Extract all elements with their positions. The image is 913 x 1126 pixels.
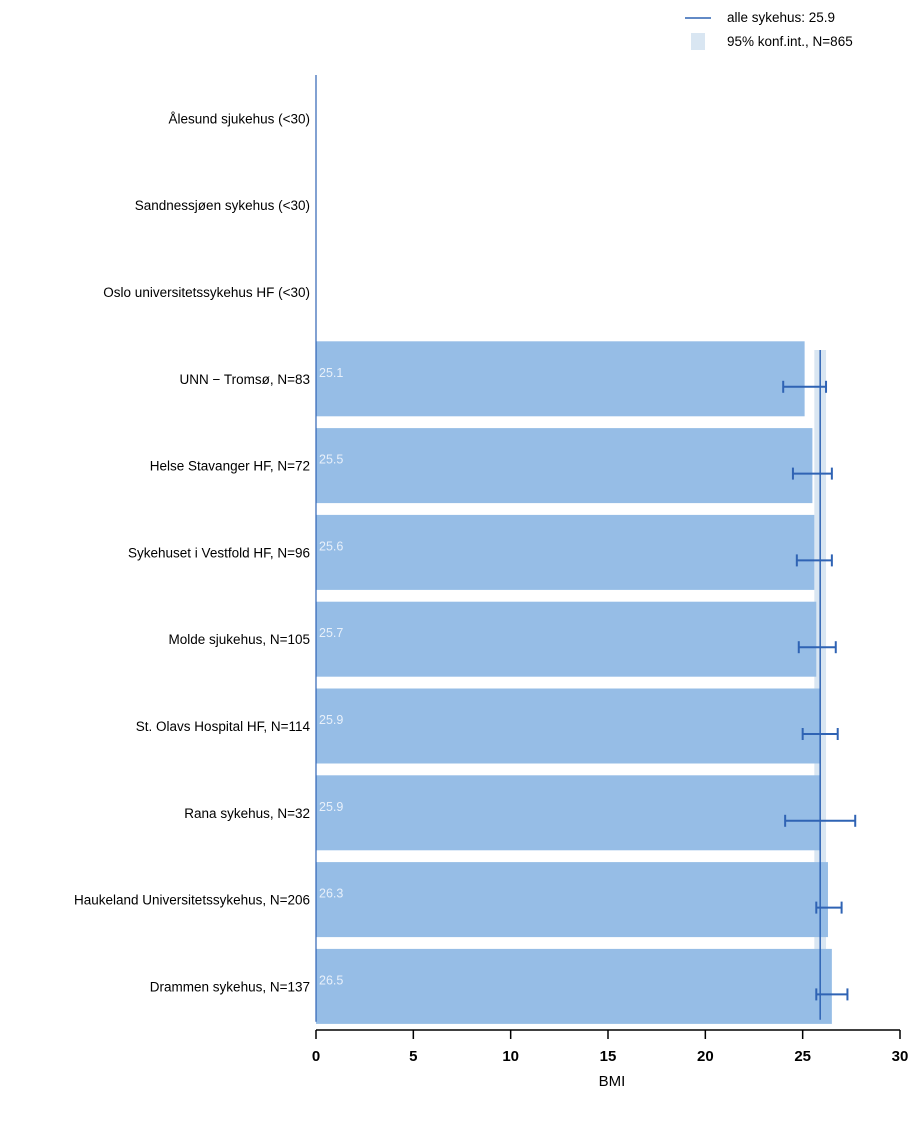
x-tick-label: 10 bbox=[502, 1048, 519, 1065]
value-label: 26.3 bbox=[319, 887, 343, 901]
error-bars-layer bbox=[782, 380, 857, 1001]
category-label: UNN − Tromsø, N=83 bbox=[179, 372, 310, 387]
category-label: Helse Stavanger HF, N=72 bbox=[150, 459, 310, 474]
legend: alle sykehus: 25.9 95% konf.int., N=865 bbox=[685, 10, 853, 50]
category-label: Drammen sykehus, N=137 bbox=[150, 979, 310, 994]
bar bbox=[316, 688, 821, 764]
error-bar bbox=[784, 814, 857, 827]
legend-band-swatch bbox=[691, 33, 705, 50]
category-label: Oslo universitetssykehus HF (<30) bbox=[103, 285, 310, 300]
bar bbox=[316, 775, 821, 851]
bar bbox=[316, 341, 805, 417]
value-label: 25.6 bbox=[319, 539, 343, 553]
legend-band-label: 95% konf.int., N=865 bbox=[727, 34, 853, 49]
error-bar bbox=[795, 554, 833, 567]
category-label: St. Olavs Hospital HF, N=114 bbox=[136, 719, 311, 734]
category-labels-layer: Ålesund sjukehus (<30) Sandnessjøen sykeh… bbox=[74, 111, 310, 994]
x-tick-label: 5 bbox=[409, 1048, 417, 1065]
x-axis: 0 5 10 15 20 25 30 bbox=[312, 75, 909, 1065]
category-label: Sandnessjøen sykehus (<30) bbox=[135, 198, 310, 213]
value-label: 25.9 bbox=[319, 713, 343, 727]
x-tick-label: 15 bbox=[600, 1048, 617, 1065]
error-bar bbox=[791, 467, 833, 480]
bar bbox=[316, 601, 817, 677]
value-label: 25.1 bbox=[319, 366, 343, 380]
bar bbox=[316, 514, 815, 590]
error-bar bbox=[782, 380, 828, 393]
value-label: 25.9 bbox=[319, 800, 343, 814]
bar bbox=[316, 428, 813, 504]
category-label: Molde sjukehus, N=105 bbox=[169, 632, 310, 647]
category-label: Sykehuset i Vestfold HF, N=96 bbox=[128, 545, 310, 560]
x-tick-label: 0 bbox=[312, 1048, 320, 1065]
bars-layer: 25.1 25.5 25.6 25.7 25.9 25.9 26.3 26.5 bbox=[316, 341, 832, 1024]
category-label: Haukeland Universitetssykehus, N=206 bbox=[74, 893, 310, 908]
error-bar bbox=[797, 641, 837, 654]
value-label: 26.5 bbox=[319, 973, 343, 987]
category-label: Ålesund sjukehus (<30) bbox=[169, 111, 310, 126]
bar bbox=[316, 862, 828, 938]
x-tick-label: 30 bbox=[892, 1048, 909, 1065]
category-label: Rana sykehus, N=32 bbox=[184, 806, 310, 821]
value-label: 25.5 bbox=[319, 453, 343, 467]
x-tick-label: 25 bbox=[794, 1048, 811, 1065]
legend-line-label: alle sykehus: 25.9 bbox=[727, 10, 835, 25]
value-label: 25.7 bbox=[319, 626, 343, 640]
x-axis-title: BMI bbox=[599, 1073, 626, 1090]
error-bar bbox=[815, 988, 849, 1001]
x-tick-label: 20 bbox=[697, 1048, 714, 1065]
error-bar bbox=[801, 728, 839, 740]
bar bbox=[316, 948, 832, 1024]
error-bar bbox=[815, 901, 843, 914]
